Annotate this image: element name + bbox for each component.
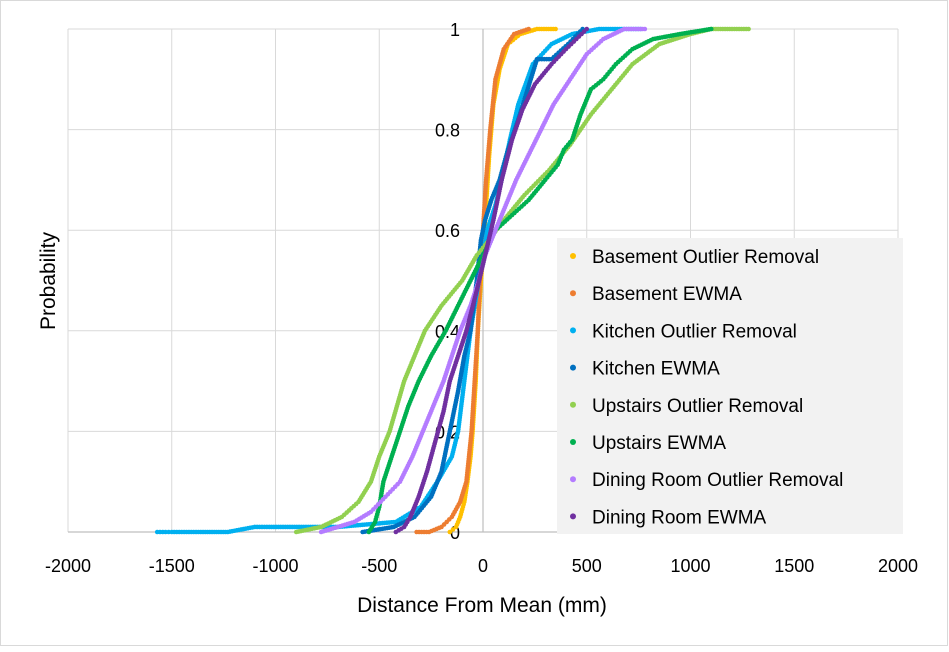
data-point (553, 26, 558, 32)
y-axis-title: Probability (37, 231, 60, 330)
x-tick-label: -1000 (252, 556, 298, 576)
legend-marker (570, 513, 576, 520)
data-point (746, 26, 751, 32)
x-tick-label: -500 (361, 556, 397, 576)
legend-marker (570, 364, 576, 371)
x-tick-labels: -2000 -1500 -1000 -500 0 500 1000 1500 2000 (45, 556, 918, 576)
y-tick-label: 0.8 (435, 121, 460, 141)
legend-label: Kitchen EWMA (592, 359, 720, 380)
data-point (447, 529, 453, 535)
y-tick-label: 0 (450, 523, 460, 543)
legend-label: Kitchen Outlier Removal (592, 321, 797, 342)
series-dining-room-outlier-removal (318, 26, 648, 535)
legend-marker (570, 290, 576, 297)
x-tick-label: 1000 (670, 556, 710, 576)
legend-label: Upstairs EWMA (592, 433, 726, 454)
data-point (708, 26, 714, 32)
legend-marker (570, 253, 576, 259)
legend-label: Dining Room Outlier Removal (592, 470, 843, 491)
legend-label: Basement EWMA (592, 284, 742, 305)
x-tick-label: 500 (572, 556, 602, 576)
data-point (584, 26, 590, 32)
y-tick-label: 1 (450, 20, 460, 40)
x-tick-label: 1500 (774, 556, 814, 576)
x-axis-title: Distance From Mean (mm) (357, 594, 607, 617)
legend-marker (570, 327, 576, 334)
series-upstairs-ewma (366, 26, 714, 535)
x-tick-label: -2000 (45, 556, 91, 576)
data-point (642, 26, 648, 32)
legend-marker (570, 439, 576, 445)
legend-marker (570, 401, 576, 408)
x-tick-label: 2000 (878, 556, 918, 576)
legend-marker (570, 476, 576, 483)
y-tick-label: 0.6 (435, 221, 460, 241)
legend-label: Upstairs Outlier Removal (592, 396, 803, 417)
legend-label: Dining Room EWMA (592, 507, 767, 528)
x-tick-label: 0 (478, 556, 488, 576)
legend-background (557, 238, 903, 534)
legend: Basement Outlier Removal Basement EWMA Kit… (557, 238, 903, 534)
x-tick-label: -1500 (149, 556, 195, 576)
data-point (450, 527, 456, 532)
series-group (154, 26, 751, 535)
data-point (526, 26, 531, 32)
legend-label: Basement Outlier Removal (592, 247, 819, 268)
series-dining-room-ewma (393, 26, 590, 535)
